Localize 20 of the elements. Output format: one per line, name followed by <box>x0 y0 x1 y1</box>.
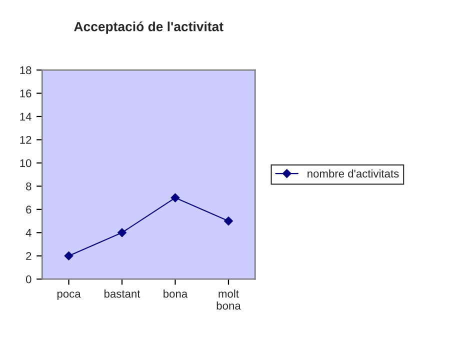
y-tick-label: 16 <box>20 90 32 98</box>
y-tick-label: 8 <box>26 182 32 190</box>
x-tick-label: poca <box>57 292 81 300</box>
y-tick-label: 18 <box>20 66 32 74</box>
x-tick-label: bastant <box>104 290 140 298</box>
y-tick-label: 6 <box>26 206 32 214</box>
point <box>64 251 74 260</box>
y-tick-label: 12 <box>20 136 32 144</box>
y-tick-label: 0 <box>26 275 32 284</box>
y-tick-label: 4 <box>26 229 32 237</box>
point <box>118 228 126 238</box>
legend-label: nombre d'activitats <box>308 169 399 178</box>
y-tick-label: 2 <box>26 252 32 260</box>
y-tick-label: 14 <box>20 112 32 121</box>
y-tick-label: 10 <box>20 159 32 168</box>
chart-title: Acceptació de l'activitat <box>74 21 224 34</box>
point <box>170 193 180 202</box>
point <box>224 216 233 226</box>
x-tick-label: molt bona <box>216 290 241 310</box>
x-tick-label: bona <box>164 290 188 298</box>
